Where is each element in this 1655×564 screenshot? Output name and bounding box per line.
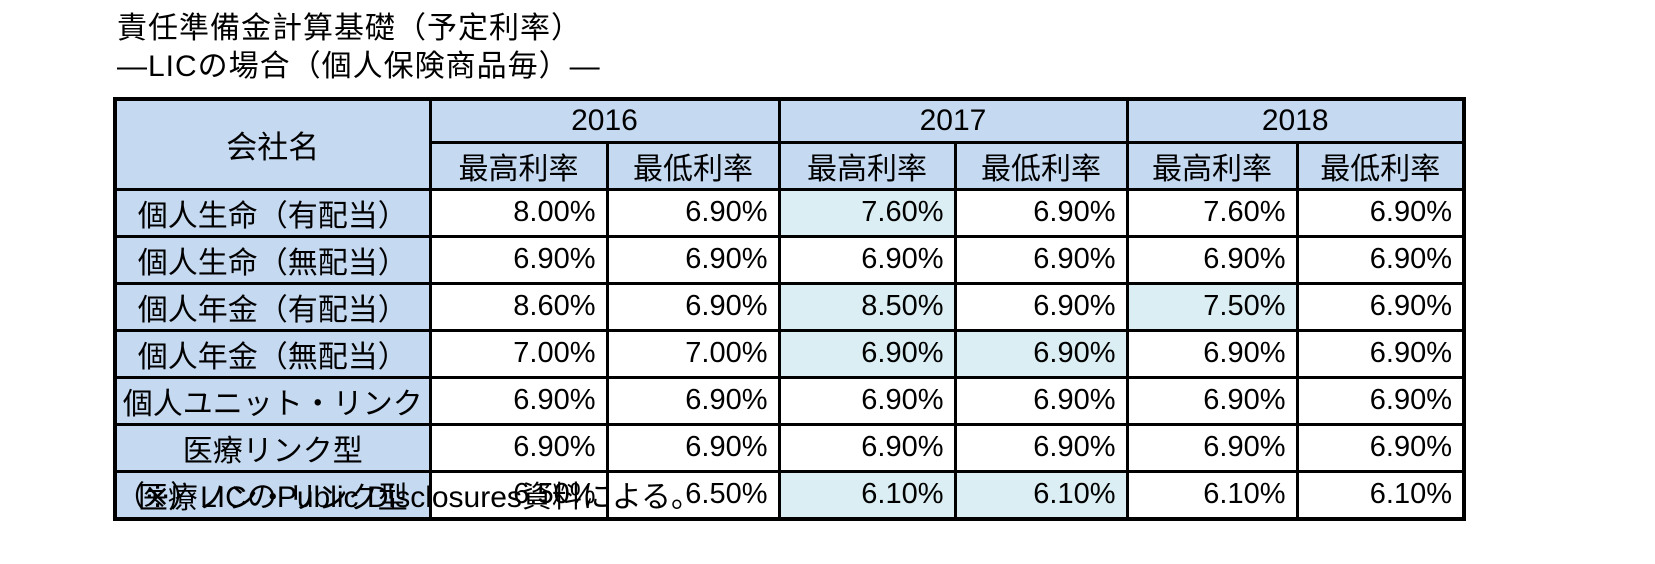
table-row: 個人生命（無配当） 6.90% 6.90% 6.90% 6.90% 6.90% …	[113, 234, 1466, 285]
rate-cell: 6.90%	[777, 234, 957, 285]
rate-cell: 6.90%	[1295, 422, 1466, 473]
table-row: 個人ユニット・リンク 6.90% 6.90% 6.90% 6.90% 6.90%…	[113, 375, 1466, 426]
rate-table: 会社名 2016 2017 2018 最高利率 最低利率 最高利率 最低利率 最…	[113, 97, 1466, 521]
rate-cell: 7.00%	[605, 328, 781, 379]
product-row-label: 個人生命（無配当）	[113, 234, 432, 285]
rate-cell: 6.90%	[1295, 375, 1466, 426]
rate-cell: 6.90%	[605, 422, 781, 473]
subheader-2017-max: 最高利率	[777, 140, 957, 191]
year-header-2016: 2016	[428, 97, 781, 144]
rate-cell: 6.90%	[1125, 422, 1299, 473]
product-row-label: 医療ノン・リンク型	[113, 469, 432, 520]
rate-cell: 6.90%	[428, 375, 609, 426]
rate-cell: 6.90%	[953, 234, 1129, 285]
subheader-2018-max: 最高利率	[1125, 140, 1299, 191]
rate-cell: 6.90%	[605, 234, 781, 285]
subheader-2016-min: 最低利率	[605, 140, 781, 191]
table-row: 個人年金（無配当） 7.00% 7.00% 6.90% 6.90% 6.90% …	[113, 328, 1466, 379]
rate-cell: 6.90%	[1125, 328, 1299, 379]
rate-cell: 6.90%	[777, 375, 957, 426]
rate-cell: 6.90%	[605, 281, 781, 332]
product-row-label: 個人ユニット・リンク	[113, 375, 432, 426]
rate-cell: 6.50%	[428, 469, 609, 520]
rate-cell: 6.90%	[1295, 234, 1466, 285]
year-header-2017: 2017	[777, 97, 1129, 144]
page-title: 責任準備金計算基礎（予定利率）	[117, 12, 582, 45]
rate-cell: 6.90%	[953, 328, 1129, 379]
product-row-label: 個人生命（有配当）	[113, 187, 432, 238]
product-row-label: 個人年金（有配当）	[113, 281, 432, 332]
subheader-2017-min: 最低利率	[953, 140, 1129, 191]
rate-cell: 6.90%	[953, 281, 1129, 332]
rate-cell: 6.90%	[428, 422, 609, 473]
year-header-2018: 2018	[1125, 97, 1466, 144]
rate-cell: 6.90%	[953, 375, 1129, 426]
rate-cell: 6.90%	[1295, 281, 1466, 332]
title-block: 責任準備金計算基礎（予定利率） ―LICの場合（個人保険商品毎）―	[117, 10, 601, 86]
rate-cell: 7.60%	[1125, 187, 1299, 238]
product-row-label: 医療リンク型	[113, 422, 432, 473]
table-row: 個人生命（有配当） 8.00% 6.90% 7.60% 6.90% 7.60% …	[113, 187, 1466, 238]
table-row: 医療リンク型 6.90% 6.90% 6.90% 6.90% 6.90% 6.9…	[113, 422, 1466, 473]
rate-cell: 6.10%	[777, 469, 957, 520]
table-row: 個人年金（有配当） 8.60% 6.90% 8.50% 6.90% 7.50% …	[113, 281, 1466, 332]
subheader-2018-min: 最低利率	[1295, 140, 1466, 191]
rate-cell: 8.50%	[777, 281, 957, 332]
rate-cell: 7.50%	[1125, 281, 1299, 332]
rate-cell: 6.50%	[605, 469, 781, 520]
rate-cell: 6.10%	[1295, 469, 1466, 520]
rate-cell: 6.90%	[953, 187, 1129, 238]
rate-cell: 6.90%	[1295, 187, 1466, 238]
rate-cell: 6.10%	[1125, 469, 1299, 520]
table-row: 医療ノン・リンク型 6.50% 6.50% 6.10% 6.10% 6.10% …	[113, 469, 1466, 520]
rate-cell: 6.90%	[777, 422, 957, 473]
rate-cell: 6.90%	[1125, 375, 1299, 426]
rate-cell: 8.60%	[428, 281, 609, 332]
rate-cell: 6.10%	[953, 469, 1129, 520]
rate-cell: 6.90%	[605, 375, 781, 426]
subheader-2016-max: 最高利率	[428, 140, 609, 191]
source-footnote: （※）LICのPublic Disclosures資料による。	[115, 481, 702, 514]
rate-cell: 6.90%	[428, 234, 609, 285]
product-row-label: 個人年金（無配当）	[113, 328, 432, 379]
rate-cell: 7.60%	[777, 187, 957, 238]
rate-cell: 6.90%	[1125, 234, 1299, 285]
corner-header-company: 会社名	[113, 97, 432, 191]
rate-cell: 7.00%	[428, 328, 609, 379]
page-subtitle: ―LICの場合（個人保険商品毎）―	[117, 50, 601, 83]
rate-cell: 6.90%	[1295, 328, 1466, 379]
rate-cell: 6.90%	[777, 328, 957, 379]
rate-cell: 6.90%	[953, 422, 1129, 473]
rate-cell: 6.90%	[605, 187, 781, 238]
rate-cell: 8.00%	[428, 187, 609, 238]
